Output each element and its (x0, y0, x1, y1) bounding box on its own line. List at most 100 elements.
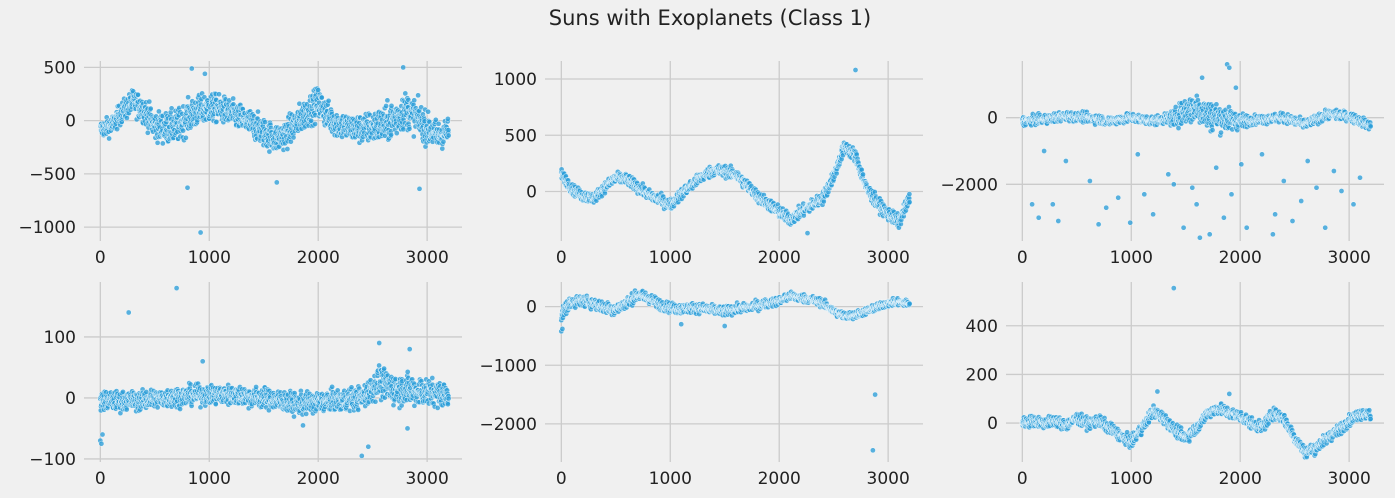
x-tick-label: 2000 (297, 248, 340, 268)
y-tick-label: −1000 (18, 218, 76, 238)
y-tick-label: 1000 (494, 70, 537, 90)
x-tick-label: 0 (1017, 248, 1028, 268)
outlier-point (202, 71, 208, 77)
data-point (255, 108, 261, 115)
outlier-point (1206, 231, 1213, 238)
outlier-point (1150, 211, 1156, 218)
x-tick-label: 2000 (297, 469, 340, 489)
y-tick-label: 0 (987, 109, 998, 129)
outlier-point (1259, 151, 1265, 158)
x-tick-label: 0 (95, 469, 106, 489)
y-tick-label: −100 (29, 450, 76, 470)
data-point (213, 119, 220, 125)
outlier-point (1304, 158, 1311, 164)
y-tick-label: 0 (65, 112, 76, 132)
outlier-point (1087, 178, 1093, 184)
outlier-point (1103, 204, 1109, 211)
outlier-point (1281, 178, 1287, 184)
data-point (906, 191, 913, 197)
outlier-point (188, 65, 195, 72)
y-tick-label: −500 (29, 165, 76, 185)
x-tick-label: 3000 (406, 469, 449, 489)
outlier-point (1041, 148, 1047, 154)
figure-title: Suns with Exoplanets (Class 1) (548, 6, 872, 30)
data-point (384, 97, 391, 104)
outlier-point (184, 184, 191, 191)
outlier-point (273, 179, 280, 186)
data-point (154, 139, 161, 146)
data-point (325, 98, 332, 104)
series-points (97, 64, 452, 236)
data-point (1213, 101, 1220, 108)
outlier-point (1270, 231, 1276, 238)
y-tick-label: 0 (526, 183, 537, 203)
outlier-point (1338, 188, 1345, 194)
data-point (435, 121, 442, 127)
outlier-point (1199, 74, 1205, 81)
outlier-point (852, 67, 859, 73)
y-tick-label: 0 (65, 389, 76, 409)
data-point (312, 121, 318, 127)
x-tick-label: 1000 (188, 248, 231, 268)
outlier-point (1127, 219, 1133, 226)
data-point (147, 105, 154, 112)
outlier-point (1193, 201, 1200, 208)
series-points (558, 67, 913, 236)
data-point (415, 92, 421, 99)
outlier-point (1189, 184, 1196, 191)
outlier-point (1238, 161, 1245, 168)
data-point (185, 94, 191, 100)
data-point (411, 97, 418, 104)
outlier-point (1357, 174, 1363, 181)
outlier-point (1298, 198, 1304, 204)
data-point (445, 116, 451, 122)
x-tick-label: 2000 (1219, 248, 1262, 268)
data-point (440, 138, 447, 145)
x-tick-label: 0 (556, 248, 567, 268)
data-point (402, 90, 409, 97)
data-point (388, 103, 395, 109)
x-tick-label: 3000 (1328, 248, 1371, 268)
x-tick-label: 1000 (1110, 248, 1153, 268)
outlier-point (1197, 234, 1203, 241)
series-points (97, 285, 452, 459)
data-point (124, 115, 130, 121)
data-point (180, 127, 186, 134)
data-point (425, 108, 431, 115)
data-point (284, 146, 291, 152)
outlier-point (1213, 164, 1219, 171)
outlier-point (1243, 224, 1250, 231)
outlier-point (1228, 191, 1235, 198)
outlier-point (1135, 151, 1141, 158)
data-point (216, 91, 222, 97)
data-point (1172, 104, 1179, 110)
x-tick-label: 3000 (867, 248, 910, 268)
data-point (410, 133, 417, 140)
data-point (106, 135, 112, 142)
outlier-point (1322, 224, 1328, 231)
data-point (1209, 127, 1216, 133)
outlier-point (1029, 201, 1035, 208)
x-tick-label: 2000 (758, 248, 801, 268)
data-point (388, 131, 394, 138)
y-tick-label: 500 (505, 126, 537, 146)
outlier-point (1233, 84, 1239, 91)
outlier-point (1313, 184, 1320, 191)
outlier-point (1055, 218, 1062, 224)
data-point (393, 130, 400, 136)
x-tick-label: 3000 (406, 248, 449, 268)
data-point (290, 134, 297, 141)
outlier-point (1272, 211, 1278, 218)
outlier-point (1171, 181, 1177, 188)
outlier-point (416, 185, 423, 192)
data-point (183, 134, 189, 141)
outlier-point (1289, 218, 1296, 224)
outlier-point (1141, 191, 1148, 198)
data-point (406, 126, 413, 132)
series-points (1019, 61, 1374, 241)
outlier-point (1063, 158, 1069, 164)
